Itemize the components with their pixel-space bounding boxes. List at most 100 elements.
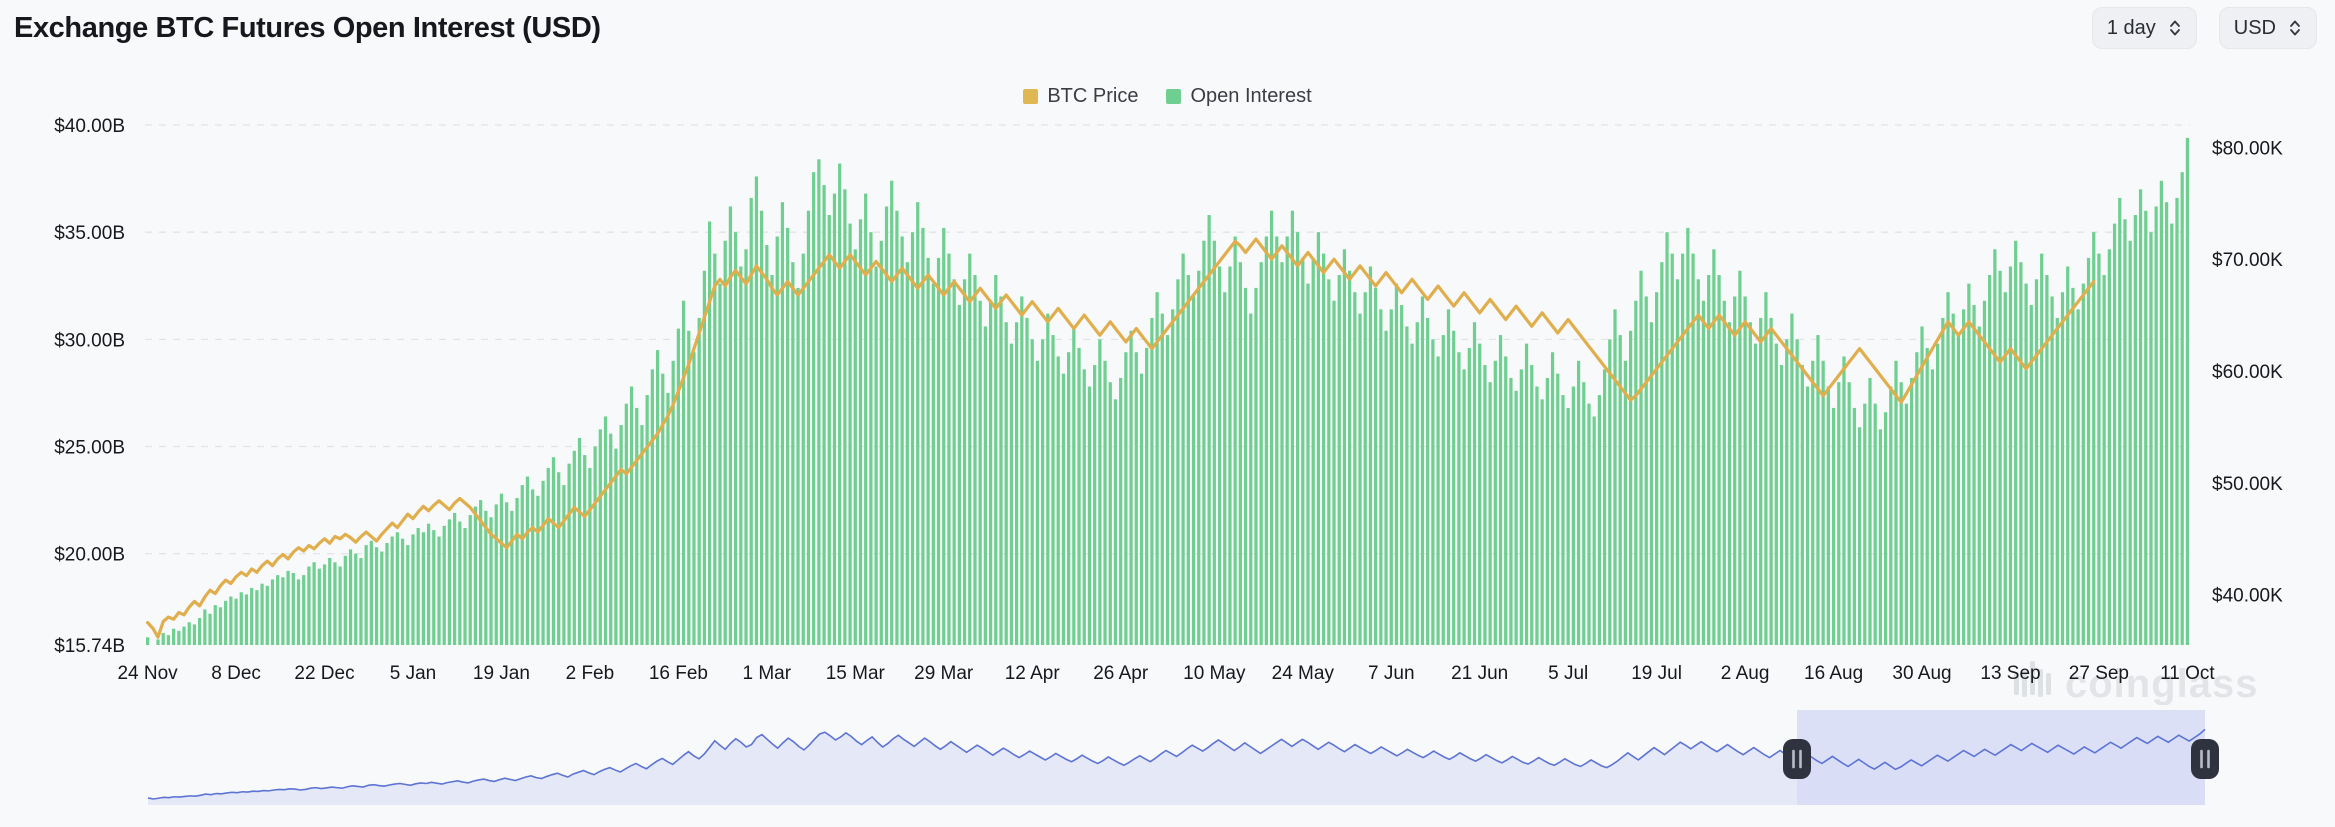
bar bbox=[1956, 335, 1961, 645]
y-axis-tick-label: $15.74B bbox=[54, 636, 125, 657]
bar bbox=[473, 506, 478, 645]
bar bbox=[1743, 296, 1747, 645]
bar bbox=[224, 600, 228, 645]
bar bbox=[1363, 292, 1367, 645]
bar bbox=[681, 300, 686, 645]
bar bbox=[1197, 270, 1201, 645]
bar bbox=[1436, 356, 1440, 645]
chart-plot-area[interactable]: $15.74B $20.00B $25.00B $30.00B $35.00B $40.0… bbox=[0, 105, 2335, 705]
bar bbox=[458, 521, 462, 645]
y2-axis-tick-label: $40.00K bbox=[2212, 586, 2283, 607]
currency-select[interactable]: USD bbox=[2218, 7, 2317, 49]
bar bbox=[1457, 352, 1461, 645]
x-axis-tick-label: 19 Jul bbox=[1631, 663, 1682, 684]
bar bbox=[718, 283, 722, 645]
bar bbox=[1129, 330, 1133, 645]
bar bbox=[2107, 249, 2111, 645]
bar bbox=[2029, 305, 2033, 645]
bar bbox=[900, 236, 904, 645]
handle-body[interactable] bbox=[2191, 739, 2219, 779]
bar bbox=[1967, 283, 1971, 645]
bar bbox=[1795, 339, 1799, 645]
bar bbox=[760, 210, 764, 645]
navigator-canvas[interactable] bbox=[0, 710, 2335, 820]
open-interest-bars bbox=[145, 137, 2190, 646]
bar bbox=[1415, 322, 1419, 645]
bar bbox=[603, 416, 608, 645]
bar bbox=[1181, 253, 1185, 646]
bar bbox=[359, 557, 363, 645]
bar bbox=[1254, 287, 1258, 645]
bar bbox=[2019, 262, 2023, 645]
bar bbox=[515, 497, 519, 645]
bar bbox=[1400, 305, 1404, 645]
bar bbox=[1561, 395, 1565, 645]
bar bbox=[1384, 330, 1388, 645]
bar bbox=[421, 532, 426, 645]
legend-item-open-interest[interactable]: Open Interest bbox=[1166, 85, 1312, 108]
legend-swatch-icon bbox=[1023, 89, 1039, 104]
bar bbox=[1374, 287, 1378, 645]
bar bbox=[728, 206, 733, 645]
bar bbox=[1472, 322, 1477, 645]
bar bbox=[2159, 180, 2163, 645]
bar bbox=[307, 566, 311, 645]
bar bbox=[1535, 386, 1539, 645]
bar bbox=[697, 317, 701, 645]
bar bbox=[1629, 330, 1633, 645]
bar bbox=[177, 630, 181, 645]
bar bbox=[2045, 275, 2049, 645]
bar bbox=[1842, 356, 1846, 645]
navigator-selection-region[interactable] bbox=[1797, 710, 2205, 805]
bar bbox=[182, 626, 186, 645]
bar bbox=[650, 369, 654, 645]
chart-canvas[interactable]: $15.74B $20.00B $25.00B $30.00B $35.00B $40.0… bbox=[0, 105, 2335, 705]
bar bbox=[895, 210, 899, 645]
bar bbox=[1785, 339, 1789, 645]
bar bbox=[468, 515, 472, 645]
bar bbox=[1108, 382, 1112, 645]
bar bbox=[635, 407, 639, 645]
bar bbox=[536, 495, 540, 645]
bar bbox=[406, 545, 410, 645]
bar bbox=[957, 305, 961, 645]
x-axis-tick-label: 11 Oct bbox=[2160, 663, 2215, 684]
legend-swatch-icon bbox=[1166, 89, 1182, 104]
nav-left-handle[interactable] bbox=[1783, 739, 1811, 779]
bar bbox=[1582, 382, 1586, 645]
bar bbox=[348, 549, 353, 645]
bar bbox=[999, 296, 1003, 645]
bar bbox=[1837, 382, 1841, 645]
bar bbox=[374, 547, 379, 645]
bar bbox=[936, 257, 941, 645]
bar bbox=[1816, 335, 1820, 645]
bar bbox=[1269, 210, 1274, 645]
bar bbox=[1165, 335, 1170, 645]
bar bbox=[1020, 296, 1024, 645]
range-navigator[interactable] bbox=[0, 710, 2335, 820]
bar bbox=[775, 236, 779, 645]
bar bbox=[281, 577, 285, 645]
bar bbox=[2081, 283, 2085, 645]
bar bbox=[426, 523, 431, 645]
bar bbox=[2040, 253, 2044, 646]
interval-select[interactable]: 1 day bbox=[2091, 7, 2197, 49]
nav-right-handle[interactable] bbox=[2191, 739, 2219, 779]
legend-item-btc-price[interactable]: BTC Price bbox=[1023, 85, 1138, 108]
bar bbox=[1576, 360, 1581, 645]
bar bbox=[838, 163, 842, 645]
bar bbox=[614, 448, 618, 645]
bar bbox=[1670, 253, 1674, 646]
handle-body[interactable] bbox=[1783, 739, 1811, 779]
bar bbox=[2123, 219, 2127, 645]
bar bbox=[1660, 262, 1664, 645]
bar bbox=[1800, 365, 1804, 645]
bar bbox=[1509, 377, 1513, 645]
bar bbox=[2144, 210, 2148, 645]
bar bbox=[286, 570, 290, 645]
bar bbox=[1348, 270, 1352, 645]
bar bbox=[676, 328, 680, 645]
bar bbox=[1264, 236, 1268, 645]
bar bbox=[707, 221, 712, 645]
y-axis-tick-label: $20.00B bbox=[54, 545, 125, 566]
